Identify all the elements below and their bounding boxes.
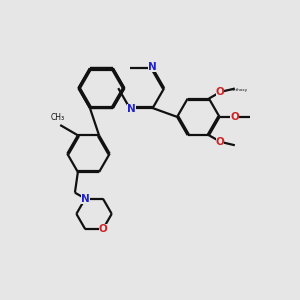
Text: CH₃: CH₃ xyxy=(51,113,65,122)
Text: N: N xyxy=(148,62,157,72)
Text: O: O xyxy=(98,224,107,234)
Text: O: O xyxy=(230,112,239,122)
Text: N: N xyxy=(127,104,136,114)
Text: N: N xyxy=(81,194,90,204)
Text: methoxy: methoxy xyxy=(230,88,248,92)
Text: O: O xyxy=(216,87,224,97)
Text: O: O xyxy=(216,137,224,147)
